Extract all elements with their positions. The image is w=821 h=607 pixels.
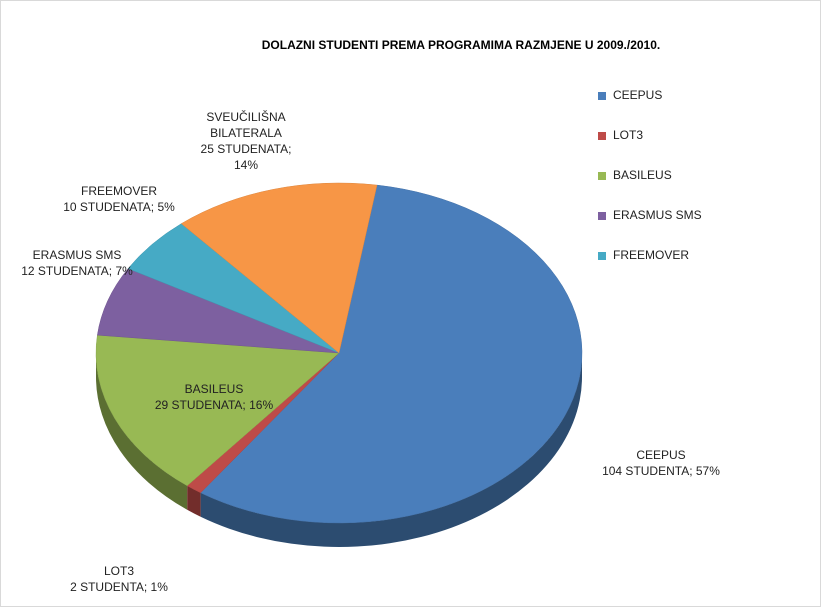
data-label: LOT3 2 STUDENTA; 1% (59, 563, 179, 595)
legend-label: CEEPUS (613, 88, 662, 102)
legend-swatch (598, 172, 606, 180)
legend-label: BASILEUS (613, 168, 672, 182)
label-category: SVEUČILIŠNA BILATERALA (206, 110, 286, 140)
slice-side (187, 485, 201, 517)
legend-label: FREEMOVER (613, 248, 689, 262)
legend-swatch (598, 212, 606, 220)
label-value: 25 STUDENATA; 14% (200, 142, 292, 172)
label-category: FREEMOVER (80, 184, 157, 198)
slice-side (200, 353, 582, 547)
slice (180, 182, 378, 354)
legend-swatch (598, 132, 606, 140)
legend-label: ERASMUS SMS (613, 208, 702, 222)
legend-swatch (598, 252, 606, 260)
data-label: CEEPUS 104 STUDENTA; 57% (581, 447, 741, 479)
label-category: LOT3 (103, 564, 134, 578)
label-category: CEEPUS (636, 448, 686, 462)
data-label: SVEUČILIŠNA BILATERALA 25 STUDENATA; 14% (191, 109, 301, 173)
slice-side (96, 353, 188, 510)
legend-swatch (598, 92, 606, 100)
label-value: 104 STUDENTA; 57% (602, 464, 720, 478)
label-value: 2 STUDENTA; 1% (70, 580, 168, 594)
data-label: BASILEUS 29 STUDENATA; 16% (139, 381, 289, 413)
data-label: FREEMOVER 10 STUDENATA; 5% (49, 183, 189, 215)
slice (95, 334, 340, 487)
chart-title: DOLAZNI STUDENTI PREMA PROGRAMIMA RAZMJE… (262, 38, 661, 52)
label-category: ERASMUS SMS (32, 248, 122, 262)
slice (200, 184, 583, 524)
legend-label: LOT3 (613, 128, 643, 142)
label-value: 29 STUDENATA; 16% (154, 398, 274, 412)
data-label: ERASMUS SMS 12 STUDENATA; 7% (7, 247, 147, 279)
label-category: BASILEUS (184, 382, 244, 396)
label-value: 12 STUDENATA; 7% (21, 264, 133, 278)
label-value: 10 STUDENATA; 5% (63, 200, 175, 214)
